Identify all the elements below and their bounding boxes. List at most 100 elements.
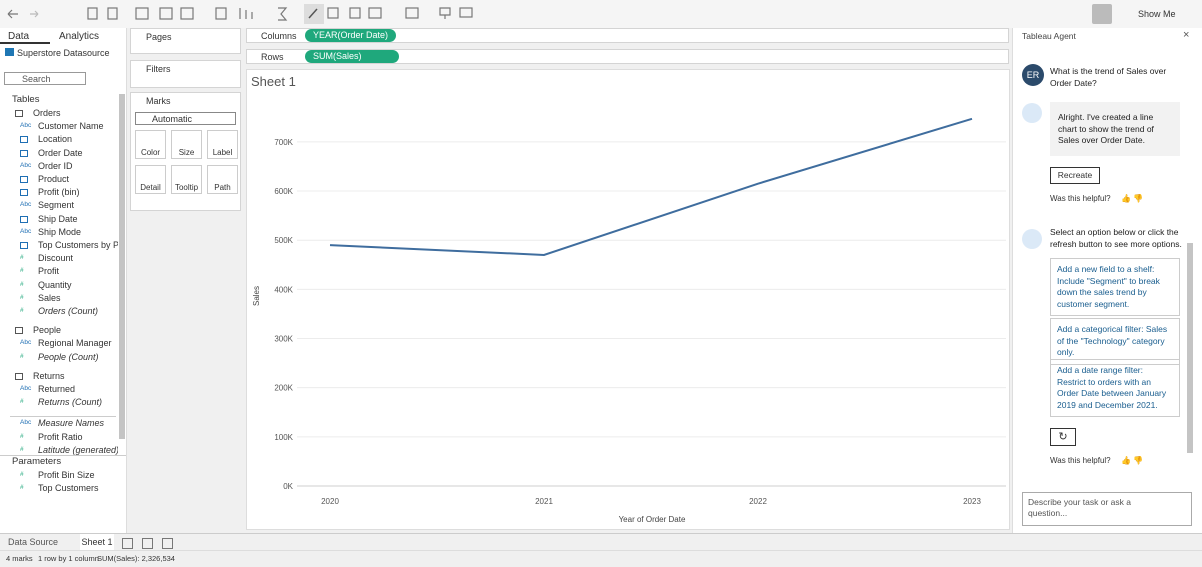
field[interactable]: Regional Manager (38, 338, 112, 349)
sheet-tab[interactable]: Sheet 1 (80, 534, 114, 550)
new-dashboard[interactable] (142, 538, 153, 549)
field-icon (20, 149, 28, 157)
field-icon: Abc (20, 161, 32, 169)
field[interactable]: Sales (38, 292, 61, 303)
field[interactable]: Profit Ratio (38, 431, 83, 442)
toolbar-icons (7, 4, 473, 24)
status-item: 4 marks (6, 554, 33, 563)
field[interactable]: People (Count) (38, 351, 99, 362)
separator (10, 416, 116, 418)
agent-option[interactable]: Add a categorical filter: Sales of the "… (1050, 318, 1180, 365)
field[interactable]: Latitude (generated) (38, 445, 118, 455)
field-icon: # (20, 280, 24, 288)
analytics-tab[interactable]: Analytics (59, 31, 100, 42)
field-icon: Abc (20, 201, 32, 209)
y-tick-label: 100K (274, 433, 293, 442)
scrollbar (1187, 243, 1193, 453)
mark-button[interactable]: Detail (135, 165, 166, 194)
y-tick-label: 700K (274, 138, 293, 147)
data-pane: Data Analytics Superstore Datasource Sea… (0, 28, 127, 533)
field[interactable]: Discount (38, 253, 74, 264)
tab-underline (0, 42, 50, 44)
feedback[interactable]: 👍 👎 (1121, 456, 1144, 465)
field-icon: Abc (20, 419, 32, 427)
field[interactable]: Top Customers (38, 483, 99, 494)
field-icon (20, 136, 28, 144)
field-icon: # (20, 432, 24, 440)
field[interactable]: Profit (38, 266, 60, 277)
x-tick-label: 2021 (535, 497, 553, 506)
recreate-button[interactable]: Recreate (1050, 167, 1100, 184)
toolbar: Show Me (0, 0, 1202, 29)
field[interactable]: Segment (38, 200, 75, 211)
field[interactable]: Product (38, 174, 70, 184)
field[interactable]: Measure Names (38, 418, 105, 429)
show-me[interactable]: Show Me (1138, 9, 1176, 19)
rows-pill[interactable]: SUM(Sales) (305, 50, 399, 63)
field-icon (20, 242, 28, 249)
field[interactable]: Order Date (38, 147, 83, 158)
marks-title: Marks (146, 96, 171, 106)
mark-buttons: Color Size Label Detail Tooltip Path (131, 93, 242, 212)
mark-button[interactable]: Size (171, 130, 202, 159)
field-icon: # (20, 254, 24, 262)
table-name[interactable]: People (33, 325, 62, 336)
x-axis-label: Year of Order Date (619, 515, 686, 524)
status-item: SUM(Sales): 2,326,534 (97, 554, 175, 563)
columns-pill[interactable]: YEAR(Order Date) (305, 29, 397, 42)
table-name[interactable]: Returns (33, 370, 65, 381)
mark-button[interactable]: Color (135, 130, 166, 159)
columns-shelf: Columns YEAR(Order Date) (246, 28, 1009, 43)
mark-button[interactable]: Path (207, 165, 238, 194)
field-icon: # (20, 307, 24, 314)
data-tab[interactable]: Data (8, 31, 30, 42)
agent-option[interactable]: Add a new field to a shelf: Include "Seg… (1050, 258, 1180, 316)
field[interactable]: Order ID (38, 160, 73, 171)
y-tick-label: 600K (274, 187, 293, 196)
agent-toggle[interactable] (1092, 4, 1112, 24)
worksheet-area: Columns YEAR(Order Date) Rows SUM(Sales)… (244, 28, 1012, 533)
field[interactable]: Profit (bin) (38, 187, 80, 198)
field[interactable]: Ship Mode (38, 226, 82, 237)
field[interactable]: Orders (Count) (38, 306, 99, 316)
field[interactable]: Ship Date (38, 213, 78, 224)
field-icon: # (20, 352, 24, 360)
search-box[interactable]: Search (4, 72, 86, 85)
table-icon (15, 327, 23, 335)
refresh-button[interactable]: ↻ (1050, 428, 1076, 446)
close[interactable]: × (1183, 29, 1190, 41)
chart-title: Sheet 1 (251, 74, 296, 89)
marks-card: Marks Automatic Color Size Label Detail Tool… (130, 92, 241, 211)
user-avatar: ER (1022, 64, 1044, 86)
field[interactable]: Location (38, 134, 73, 145)
field[interactable]: Quantity (38, 279, 72, 290)
field[interactable]: Returned (38, 384, 76, 394)
y-tick-label: 300K (274, 335, 293, 344)
agent-title: Tableau Agent (1022, 31, 1076, 41)
agent-input[interactable]: Describe your task or ask a question... (1022, 492, 1192, 526)
mark-button[interactable]: Label (207, 130, 238, 159)
field[interactable]: Profit Bin Size (38, 470, 95, 480)
mark-type[interactable]: Automatic (135, 112, 236, 125)
new-sheet[interactable] (122, 538, 133, 549)
field-list: Orders Abc Customer Name Location Order Date… (0, 28, 118, 455)
feedback[interactable]: 👍 👎 (1121, 194, 1144, 203)
table-icon (15, 372, 23, 380)
field[interactable]: Returns (Count) (38, 397, 103, 408)
field-icon: Abc (20, 122, 32, 130)
y-tick-label: 200K (274, 384, 293, 393)
y-tick-label: 0K (283, 482, 293, 491)
field[interactable]: Top Customers by P... (38, 240, 118, 250)
new-story[interactable] (162, 538, 173, 549)
table-name[interactable]: Orders (33, 108, 61, 118)
helpful-label: Was this helpful? (1050, 194, 1111, 203)
chart: Sheet 1 Sales Year of Order Date 0K 100K 2… (246, 69, 1010, 530)
data-source-tab[interactable]: Data Source (8, 537, 59, 547)
agent-option[interactable]: Add a date range filter: Restrict to ord… (1050, 359, 1180, 417)
field-icon (20, 189, 28, 197)
agent-panel: Tableau Agent × ER What is the trend of … (1012, 28, 1202, 533)
datasource[interactable]: Superstore Datasource (17, 48, 110, 58)
mark-button[interactable]: Tooltip (171, 165, 202, 194)
field[interactable]: Customer Name (38, 121, 104, 132)
datasource-icon (5, 48, 14, 56)
